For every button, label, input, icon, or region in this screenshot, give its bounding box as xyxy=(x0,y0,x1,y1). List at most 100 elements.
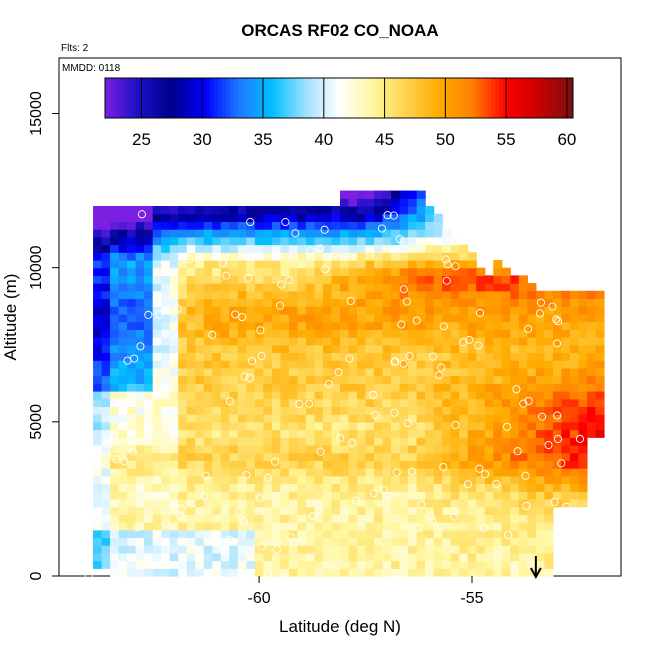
heatmap-cell xyxy=(408,475,418,485)
heatmap-cell xyxy=(578,475,588,485)
heatmap-cell xyxy=(501,560,511,569)
heatmap-cell xyxy=(152,275,162,284)
heatmap-cell xyxy=(203,483,213,492)
heatmap-cell xyxy=(186,206,196,215)
heatmap-cell xyxy=(101,444,111,454)
sample-point xyxy=(557,459,566,468)
heatmap-cell xyxy=(476,306,486,315)
heatmap-cell xyxy=(561,321,571,330)
heatmap-cell xyxy=(365,321,375,330)
heatmap-cell xyxy=(297,367,307,377)
heatmap-cell xyxy=(425,221,435,230)
heatmap-cell xyxy=(374,452,384,461)
heatmap-cell xyxy=(212,522,222,531)
sample-point xyxy=(277,280,286,289)
heatmap-cell xyxy=(535,560,545,569)
heatmap-cell xyxy=(161,267,171,276)
heatmap-cell xyxy=(331,229,341,238)
heatmap-cell xyxy=(229,221,239,230)
heatmap-cell xyxy=(374,552,384,562)
heatmap-cell xyxy=(144,529,154,539)
heatmap-cell xyxy=(518,529,528,539)
heatmap-cell xyxy=(382,329,392,338)
heatmap-cell xyxy=(203,560,213,569)
heatmap-cell xyxy=(425,460,435,469)
heatmap-cell xyxy=(467,460,477,469)
heatmap-cell xyxy=(169,360,179,369)
heatmap-cell xyxy=(195,498,205,508)
heatmap-cell xyxy=(212,483,222,492)
heatmap-cell xyxy=(586,375,597,384)
heatmap-cell xyxy=(365,306,375,315)
heatmap-cell xyxy=(263,267,273,276)
heatmap-cell xyxy=(110,421,120,431)
sample-point xyxy=(391,357,400,366)
heatmap-cell xyxy=(578,483,588,492)
heatmap-cell xyxy=(144,545,154,554)
sample-point xyxy=(522,501,531,510)
heatmap-cell xyxy=(186,244,196,253)
heatmap-cell xyxy=(101,522,111,531)
heatmap-cell xyxy=(433,252,443,261)
heatmap-cell xyxy=(237,313,247,323)
heatmap-cell xyxy=(527,367,537,377)
heatmap-cell xyxy=(178,236,188,246)
heatmap-cell xyxy=(374,460,384,469)
heatmap-cell xyxy=(101,514,111,523)
heatmap-cell xyxy=(374,283,384,292)
heatmap-cell xyxy=(322,229,333,238)
heatmap-cell xyxy=(237,283,247,292)
sample-point xyxy=(110,431,119,441)
heatmap-cell xyxy=(305,221,316,230)
heatmap-cell xyxy=(374,437,384,446)
heatmap-cell xyxy=(357,429,367,438)
heatmap-cell xyxy=(501,344,511,354)
heatmap-cell xyxy=(195,206,205,215)
heatmap-cell xyxy=(254,391,264,400)
heatmap-cell xyxy=(212,344,222,354)
heatmap-cell xyxy=(280,537,290,546)
heatmap-cell xyxy=(382,321,392,330)
heatmap-cell xyxy=(246,344,256,354)
heatmap-cell xyxy=(322,236,333,246)
heatmap-cell xyxy=(229,252,239,261)
sample-point xyxy=(451,262,460,271)
heatmap-cell xyxy=(357,406,367,415)
heatmap-cell xyxy=(305,437,316,446)
heatmap-cell xyxy=(229,421,239,431)
heatmap-cell xyxy=(186,522,196,531)
heatmap-cell xyxy=(186,259,196,269)
heatmap-cell xyxy=(586,344,597,354)
heatmap-cell xyxy=(586,352,597,361)
heatmap-cell xyxy=(518,337,528,346)
heatmap-cell xyxy=(280,522,290,531)
heatmap-cell xyxy=(493,437,503,446)
heatmap-cell xyxy=(348,313,358,323)
heatmap-cell xyxy=(586,429,597,438)
heatmap-cell xyxy=(552,444,562,454)
heatmap-cell xyxy=(220,560,230,569)
heatmap-cell xyxy=(391,545,401,554)
heatmap-cell xyxy=(348,229,358,238)
heatmap-cell xyxy=(212,367,222,377)
heatmap-cell xyxy=(340,252,350,261)
heatmap-cell xyxy=(297,406,307,415)
heatmap-cell xyxy=(169,206,179,215)
heatmap-cell xyxy=(195,421,205,431)
heatmap-cell xyxy=(220,360,230,369)
heatmap-cell xyxy=(322,375,333,384)
sample-point xyxy=(257,352,266,361)
heatmap-cell xyxy=(220,452,230,461)
heatmap-cell xyxy=(331,352,341,361)
heatmap-cell xyxy=(331,313,341,323)
heatmap-cell xyxy=(263,259,273,269)
heatmap-cell xyxy=(297,213,307,223)
heatmap-cell xyxy=(425,360,435,369)
heatmap-cell xyxy=(467,275,477,284)
heatmap-cell xyxy=(144,498,154,508)
heatmap-cell xyxy=(382,552,392,562)
colorbar-swatch xyxy=(487,78,492,118)
heatmap-cell xyxy=(152,259,162,269)
heatmap-cell xyxy=(510,383,520,392)
heatmap-cell xyxy=(203,552,213,562)
